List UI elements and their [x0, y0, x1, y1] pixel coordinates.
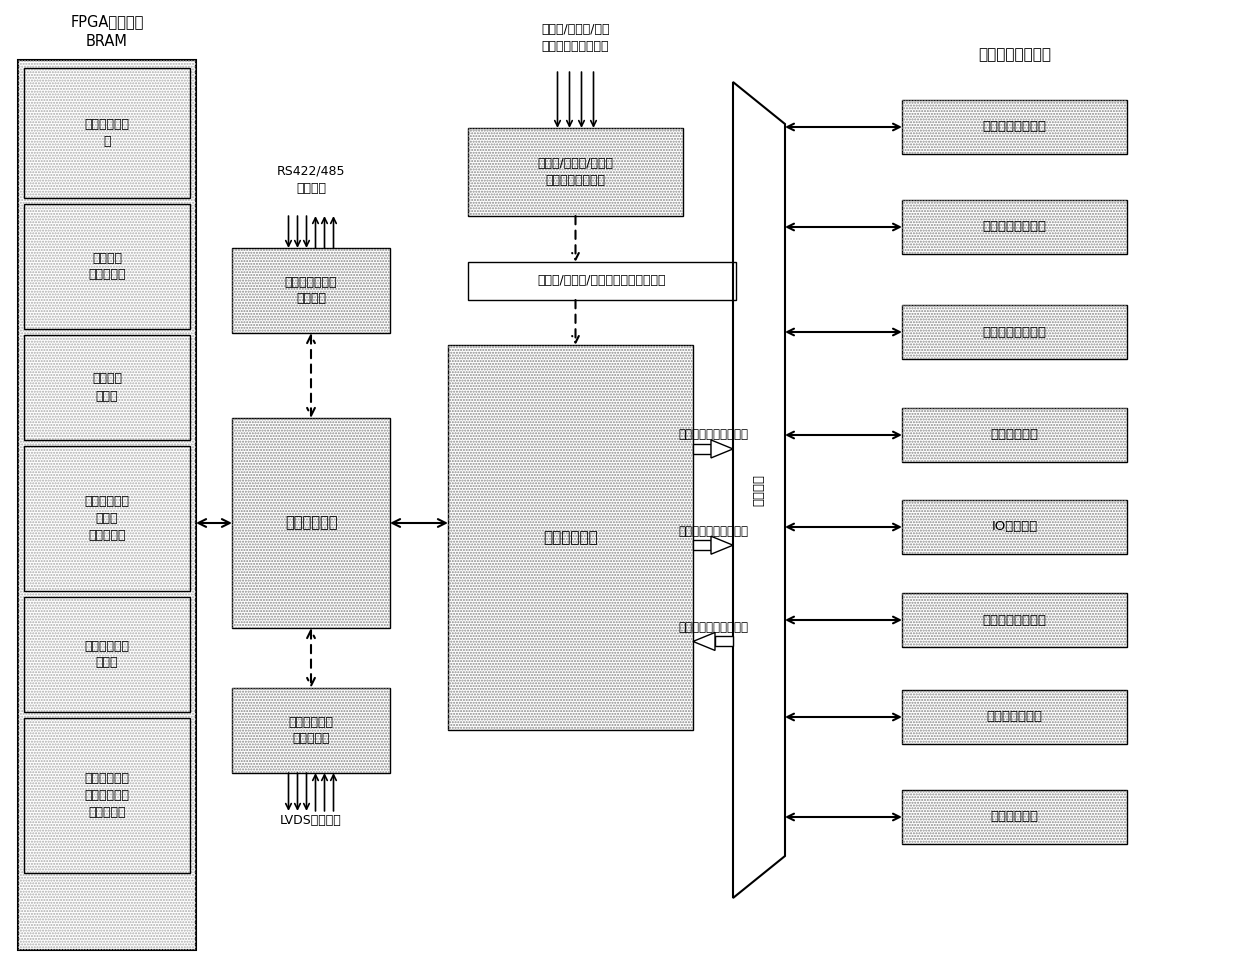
Bar — [232, 688, 391, 773]
Text: LVDS硬件接口: LVDS硬件接口 — [280, 815, 342, 828]
Text: 基本应用功能模块: 基本应用功能模块 — [978, 48, 1052, 63]
Bar — [467, 128, 683, 216]
Text: 基本数学运算单元: 基本数学运算单元 — [982, 221, 1047, 234]
Bar — [901, 790, 1127, 844]
Text: 基本功能模块配置参数: 基本功能模块配置参数 — [678, 525, 748, 537]
Text: 模拟量/数字量/脉冲
量输入输出硬件接口: 模拟量/数字量/脉冲 量输入输出硬件接口 — [541, 23, 610, 53]
Text: IO处理单元: IO处理单元 — [991, 521, 1038, 533]
Text: 基本逻辑运算单元: 基本逻辑运算单元 — [982, 120, 1047, 134]
Text: 软操作处理单元: 软操作处理单元 — [987, 710, 1043, 724]
Text: 主控逻辑模块: 主控逻辑模块 — [543, 530, 598, 545]
Text: 人机界面软操
作命令
数据地址区: 人机界面软操 作命令 数据地址区 — [84, 495, 129, 542]
Text: 功能数据地址
区: 功能数据地址 区 — [84, 118, 129, 148]
Bar — [901, 200, 1127, 254]
Bar — [448, 345, 693, 730]
Polygon shape — [711, 536, 733, 554]
Text: 显示数据
地址区: 显示数据 地址区 — [92, 372, 122, 403]
Bar — [232, 248, 391, 333]
Bar — [467, 128, 683, 216]
Text: 内存控制模块: 内存控制模块 — [285, 516, 337, 531]
Bar — [232, 418, 391, 628]
Text: 机笱内背板通
信控制模块: 机笱内背板通 信控制模块 — [289, 715, 334, 745]
Bar — [24, 335, 190, 440]
Bar — [901, 790, 1127, 844]
Bar — [901, 500, 1127, 554]
Bar — [232, 418, 391, 628]
Text: 功能信号数据
地址区: 功能信号数据 地址区 — [84, 640, 129, 669]
Bar — [693, 444, 711, 454]
Text: 模拟量/数字量/脉冲量
输入输出控制模块: 模拟量/数字量/脉冲量 输入输出控制模块 — [537, 157, 614, 187]
Bar — [901, 593, 1127, 647]
Text: FPGA芯片内部
BRAM: FPGA芯片内部 BRAM — [71, 15, 144, 50]
Bar — [24, 204, 190, 329]
Bar — [693, 540, 711, 550]
Text: 延时操作单元: 延时操作单元 — [991, 811, 1039, 824]
Text: RS422/485
硬件接口: RS422/485 硬件接口 — [277, 164, 345, 195]
Polygon shape — [711, 440, 733, 458]
Text: 基本功能模块输出数据: 基本功能模块输出数据 — [678, 621, 748, 634]
Bar — [901, 500, 1127, 554]
Bar — [24, 446, 190, 591]
Bar — [715, 636, 733, 647]
Bar — [901, 690, 1127, 744]
Text: 基本应用功能
模块中间运算
结果地址区: 基本应用功能 模块中间运算 结果地址区 — [84, 772, 129, 819]
Bar — [901, 100, 1127, 154]
Bar — [901, 408, 1127, 462]
Bar — [901, 408, 1127, 462]
Polygon shape — [693, 632, 715, 651]
Bar — [448, 345, 693, 730]
Bar — [24, 597, 190, 712]
Text: 传递函数单元: 传递函数单元 — [991, 429, 1039, 442]
Bar — [901, 200, 1127, 254]
Text: 复杂数学运算单元: 复杂数学运算单元 — [982, 325, 1047, 338]
Bar — [19, 60, 196, 950]
Text: 模拟量/数字量/脉冲量输入输出寄存器: 模拟量/数字量/脉冲量输入输出寄存器 — [538, 275, 666, 287]
Bar — [901, 593, 1127, 647]
Bar — [19, 60, 196, 950]
Bar — [901, 100, 1127, 154]
Bar — [24, 718, 190, 873]
Text: 背板通信处理单元: 背板通信处理单元 — [982, 614, 1047, 626]
Text: 配置参数
数据地址区: 配置参数 数据地址区 — [88, 251, 125, 281]
Bar — [467, 262, 737, 300]
Bar — [901, 690, 1127, 744]
Bar — [232, 248, 391, 333]
Bar — [24, 68, 190, 198]
Text: 机笱外串行通信
控制模块: 机笱外串行通信 控制模块 — [285, 276, 337, 306]
Bar — [232, 688, 391, 773]
Bar — [901, 305, 1127, 359]
Bar — [901, 305, 1127, 359]
Text: 基本功能模块输入数据: 基本功能模块输入数据 — [678, 429, 748, 442]
Text: 复选模块: 复选模块 — [753, 474, 765, 506]
